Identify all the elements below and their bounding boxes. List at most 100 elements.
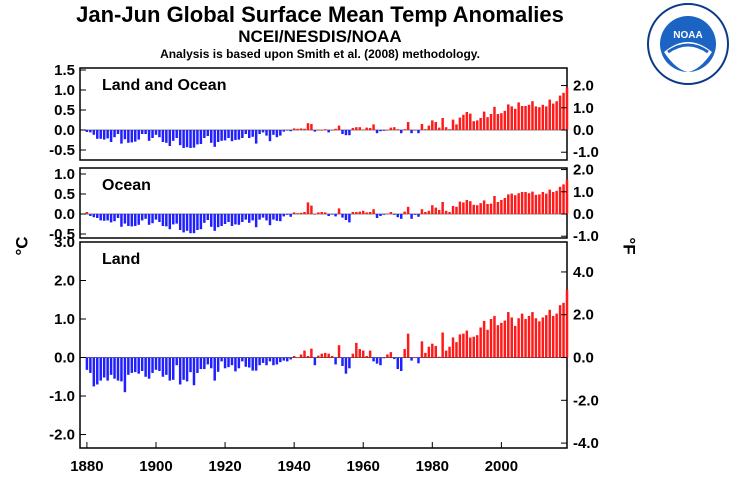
land-and-ocean-bar — [472, 121, 475, 130]
ocean-bar — [154, 214, 158, 220]
land-bar — [417, 357, 420, 364]
land-ytick-label-c: 2.0 — [54, 273, 75, 290]
land-and-ocean-bar — [441, 118, 444, 130]
land-bar — [113, 357, 116, 379]
land-and-ocean-bar — [140, 130, 144, 134]
ocean-bar — [227, 214, 230, 222]
ocean-bar — [237, 214, 241, 225]
land-bar — [403, 349, 406, 358]
land-bar — [427, 346, 431, 358]
land-bar — [368, 350, 372, 358]
land-and-ocean-ytick-label-c: 1.0 — [54, 82, 75, 99]
land-bar — [451, 337, 455, 358]
land-and-ocean-bar — [161, 130, 165, 142]
ocean-bar — [551, 192, 555, 214]
ocean-bar — [175, 214, 178, 224]
land-and-ocean-bar — [109, 130, 113, 142]
land-bar — [275, 357, 279, 365]
land-bar — [555, 313, 558, 358]
land-and-ocean-bar — [541, 104, 545, 130]
ocean-bar — [279, 214, 282, 222]
land-and-ocean-bar — [303, 128, 306, 130]
land-bar — [527, 315, 531, 358]
land-bar — [323, 352, 327, 358]
land-bar — [116, 357, 120, 381]
land-bar — [379, 357, 382, 366]
land-and-ocean-bar — [344, 130, 348, 136]
land-bar — [510, 317, 513, 358]
land-ytick-label-f: 0.0 — [573, 350, 594, 367]
land-bar — [206, 357, 210, 365]
land-and-ocean-bar — [220, 130, 223, 141]
land-bar — [334, 357, 337, 365]
ocean-bar — [130, 214, 134, 227]
xtick-label: 2000 — [485, 458, 518, 475]
ocean-ytick-label-f: 1.0 — [573, 184, 594, 201]
ocean-bar — [486, 204, 489, 214]
land-bar — [382, 357, 386, 359]
xtick-label: 1880 — [70, 458, 103, 475]
land-and-ocean-bar — [92, 130, 96, 135]
land-and-ocean-bar — [306, 123, 310, 130]
land-and-ocean-bar — [455, 124, 458, 130]
land-bar — [223, 357, 227, 369]
land-and-ocean-bar — [206, 130, 210, 136]
ocean-bar — [109, 214, 113, 223]
land-bar — [244, 357, 248, 367]
land-bar — [448, 346, 451, 358]
land-bar — [261, 357, 265, 363]
land-bar — [120, 357, 123, 382]
ocean-bar — [199, 214, 203, 230]
ocean-bar — [344, 214, 348, 220]
land-and-ocean-bar — [144, 130, 147, 134]
land-and-ocean-bar — [386, 130, 389, 131]
land-and-ocean-bar — [210, 130, 213, 143]
ocean-bar — [424, 212, 427, 214]
land-and-ocean-bar — [203, 130, 206, 138]
ocean-bar — [303, 212, 306, 214]
ocean-bar — [465, 200, 469, 214]
land-bar — [161, 357, 165, 377]
ocean-bar — [172, 214, 175, 225]
land-bar — [130, 357, 134, 373]
land-and-ocean-bar — [479, 118, 482, 130]
land-bar — [182, 357, 185, 380]
land-and-ocean-bar — [123, 130, 127, 140]
ocean-bar — [216, 214, 220, 228]
land-and-ocean-bar — [475, 120, 479, 130]
ocean-bar — [116, 214, 120, 218]
land-and-ocean-bar — [147, 130, 151, 141]
ocean-bar — [444, 210, 448, 214]
land-and-ocean-bar — [417, 130, 420, 134]
ocean-bar — [427, 210, 431, 214]
land-bar — [327, 353, 330, 358]
land-bar — [127, 357, 130, 375]
land-bar — [296, 357, 299, 359]
land-bar — [203, 357, 206, 370]
land-bar — [272, 357, 275, 366]
land-and-ocean-bar — [296, 128, 299, 130]
ocean-bar — [524, 192, 527, 214]
ocean-bar — [565, 179, 569, 214]
ocean-bar — [296, 213, 299, 214]
noaa-logo-text: NOAA — [673, 30, 702, 41]
ocean-bar — [513, 195, 517, 214]
ocean-bar — [372, 209, 375, 214]
land-and-ocean-bar — [292, 128, 296, 130]
ocean-bar — [441, 202, 444, 214]
ocean-bar — [517, 193, 520, 214]
land-and-ocean-bar — [396, 129, 400, 130]
land-and-ocean-bar — [551, 103, 555, 130]
land-and-ocean-bar — [399, 130, 403, 134]
land-and-ocean-bar — [424, 129, 427, 130]
ocean-bar — [299, 212, 303, 214]
land-bar — [348, 357, 351, 369]
ocean-bar — [500, 200, 503, 214]
ocean-bar — [334, 214, 337, 217]
land-and-ocean-bar — [500, 113, 503, 130]
land-and-ocean-bar — [420, 124, 424, 130]
land-bar — [102, 357, 106, 378]
land-bar — [106, 357, 109, 381]
methodology-note: Analysis is based upon Smith et al. (200… — [160, 47, 480, 61]
land-panel-title: Land — [102, 251, 140, 268]
